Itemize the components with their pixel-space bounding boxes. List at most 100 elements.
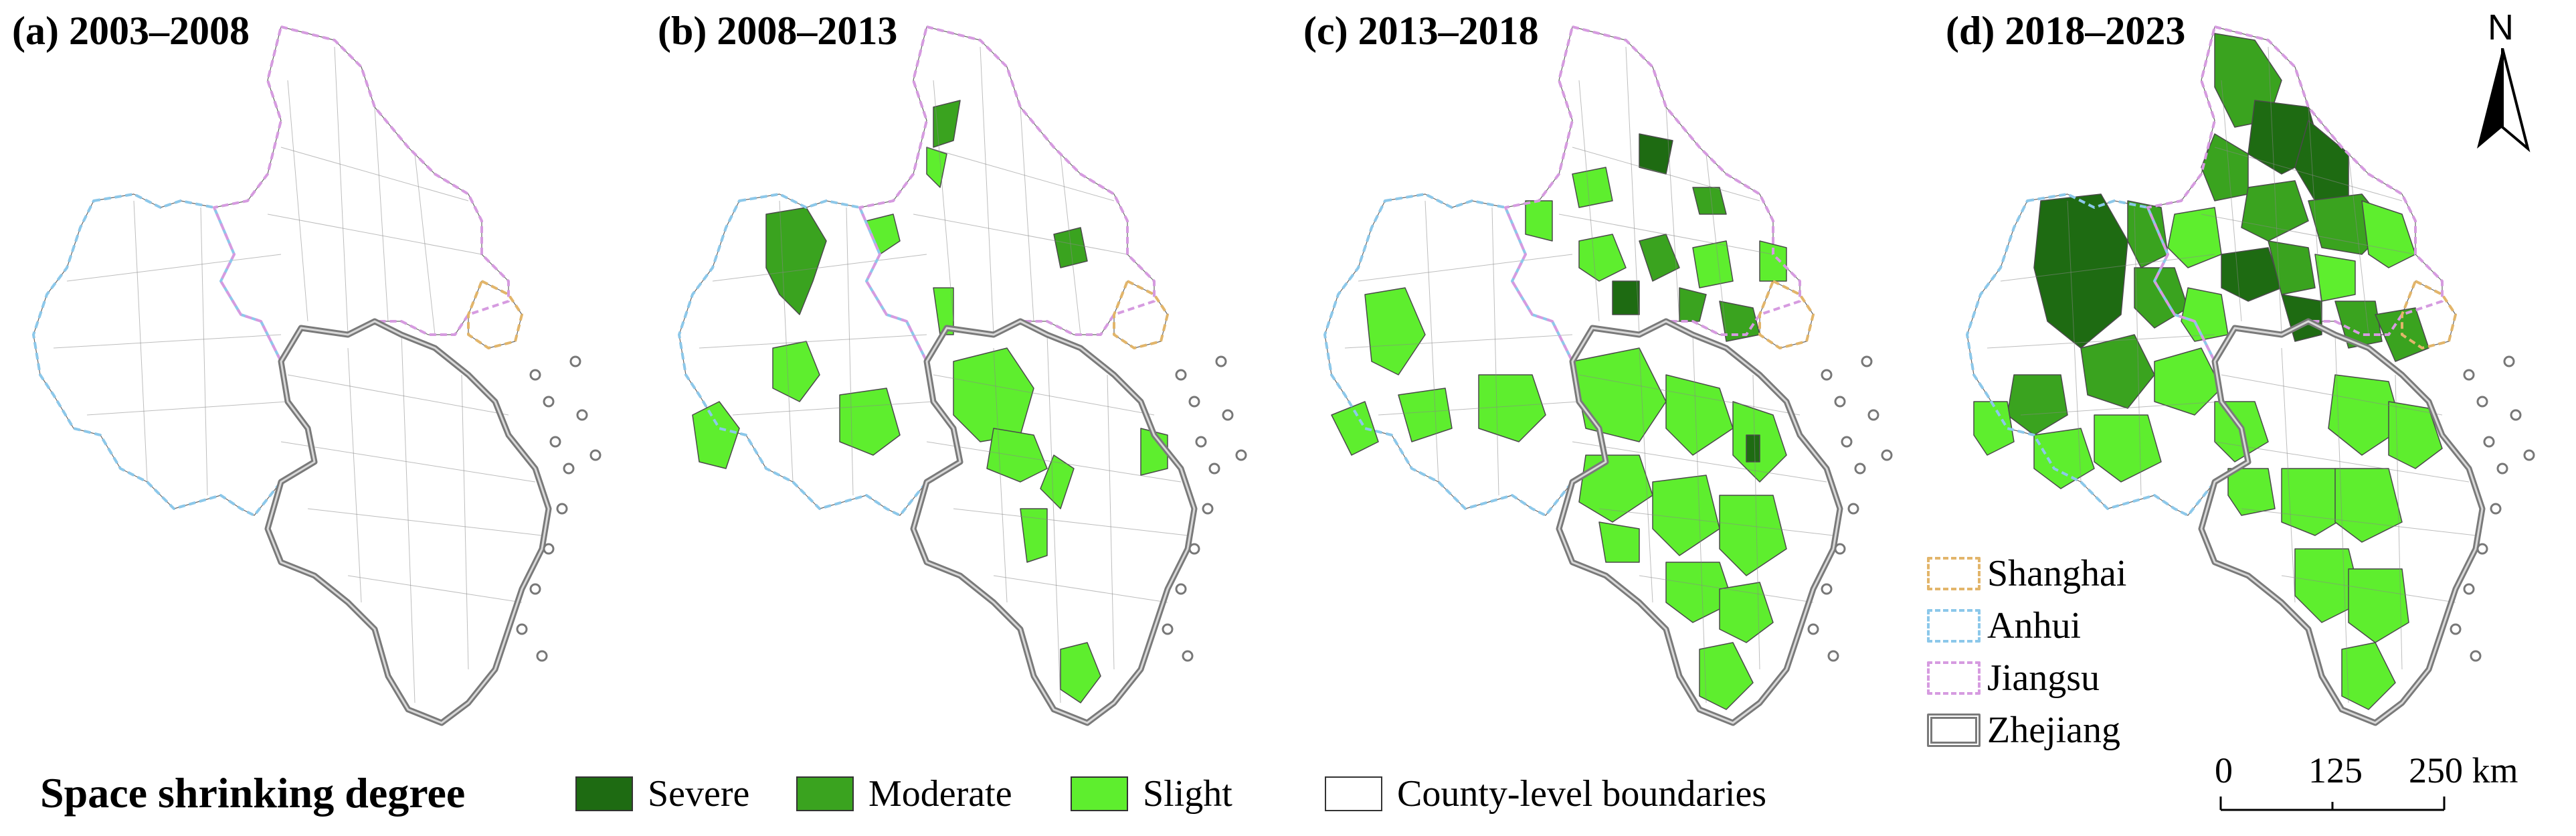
island [529,583,541,595]
province-label: Zhejiang [1987,709,2121,751]
county-slight [1572,347,1667,442]
island [2470,650,2482,662]
island [1854,463,1866,475]
island [1182,650,1194,662]
county-moderate [2080,334,2155,409]
county-slight [1973,401,2015,456]
scale-label-0: 0 [2215,750,2233,790]
county-severe [1612,280,1640,315]
island [1235,449,1247,461]
zhejiang-boundary-inner [1558,320,1841,724]
island [556,503,568,515]
shanghai-boundary [1758,280,1815,349]
county-boundaries [1987,46,2476,703]
island [1175,583,1187,595]
legend-swatch-moderate [796,776,854,811]
island [1202,503,1214,515]
zhejiang-boundary-inner [266,320,550,724]
island [1861,355,1873,367]
county-slight [1578,234,1627,282]
north-label: N [2488,7,2514,48]
county-moderate [933,100,961,148]
county-slight [1699,642,1754,710]
county-slight [2314,254,2356,302]
county-slight [2388,401,2443,469]
legend-item-slight: Slight [1071,772,1232,815]
province-label: Shanghai [1987,553,2127,594]
county-slight [2334,468,2403,543]
island [2490,503,2502,515]
county-slight [1398,388,1453,442]
jiangsu-boundary [213,25,510,363]
scale-label-125: 125 [2308,750,2363,790]
county-slight [1598,521,1640,563]
county-moderate [1679,287,1707,322]
island [1834,396,1846,408]
county-slight [692,401,740,469]
legend-title: Space shrinking degree [40,769,466,817]
county-slight [1665,374,1734,456]
island [576,409,588,421]
island [2510,409,2522,421]
island [1821,583,1833,595]
island [1175,369,1187,381]
island [1188,396,1200,408]
county-boundaries [1344,46,1834,703]
island [563,463,575,475]
province-item-shanghai: Shanghai [1927,550,2126,597]
legend-item-severe: Severe [575,772,749,815]
island [2463,369,2475,381]
shanghai-boundary [467,280,523,349]
panel-title: (d) 2018–2023 [1946,9,2186,53]
legend-swatch-slight [1071,776,1128,811]
scale-bar: 0 125 250 km [2215,750,2518,823]
island [1208,463,1220,475]
scale-line [2219,797,2446,811]
legend-item-county: County-level boundaries [1325,772,1766,815]
jiangsu-region [213,26,509,362]
county-slight [2167,207,2222,268]
panel-title: (a) 2003–2008 [12,9,250,53]
island [1821,369,1833,381]
island [543,396,555,408]
map-a [32,25,602,726]
jiangsu-region [1505,26,1801,362]
map-c [1323,25,1893,726]
county-slight [1719,495,1787,576]
province-item-zhejiang: Zhejiang [1927,707,2120,754]
island [1195,436,1207,448]
island [549,436,561,448]
jiangsu-boundary [2146,25,2444,363]
county-slight [2181,287,2229,342]
island [516,623,528,635]
island [1834,543,1846,555]
shanghai-boundary [1113,280,1169,349]
island [2523,449,2535,461]
island [569,355,581,367]
province-label: Anhui [1987,605,2081,647]
island [2476,396,2488,408]
island [529,369,541,381]
province-label: Jiangsu [1987,657,2100,699]
county-slight [986,428,1048,483]
county-slight [1060,642,1101,703]
county-moderate [2241,180,2309,242]
map-panel-a: (a) 2003–2008 [0,0,644,736]
county-slight [2328,374,2403,456]
island [1215,355,1227,367]
county-slight [1364,287,1426,375]
island [2476,543,2488,555]
legend-label: Moderate [868,773,1012,815]
island [1867,409,1879,421]
panel-title: (c) 2013–2018 [1303,9,1539,53]
map-panel-d: (d) 2018–2023 [1934,0,2576,736]
island [543,543,555,555]
province-legend: Shanghai Anhui Jiangsu Zhejiang [1927,550,2195,764]
island [1881,449,1893,461]
island [1807,623,1819,635]
county-slight [1692,240,1734,288]
island [1188,543,1200,555]
legend-label: Severe [648,773,750,815]
island [2496,463,2508,475]
zhejiang-boundary-inner [2200,320,2484,724]
